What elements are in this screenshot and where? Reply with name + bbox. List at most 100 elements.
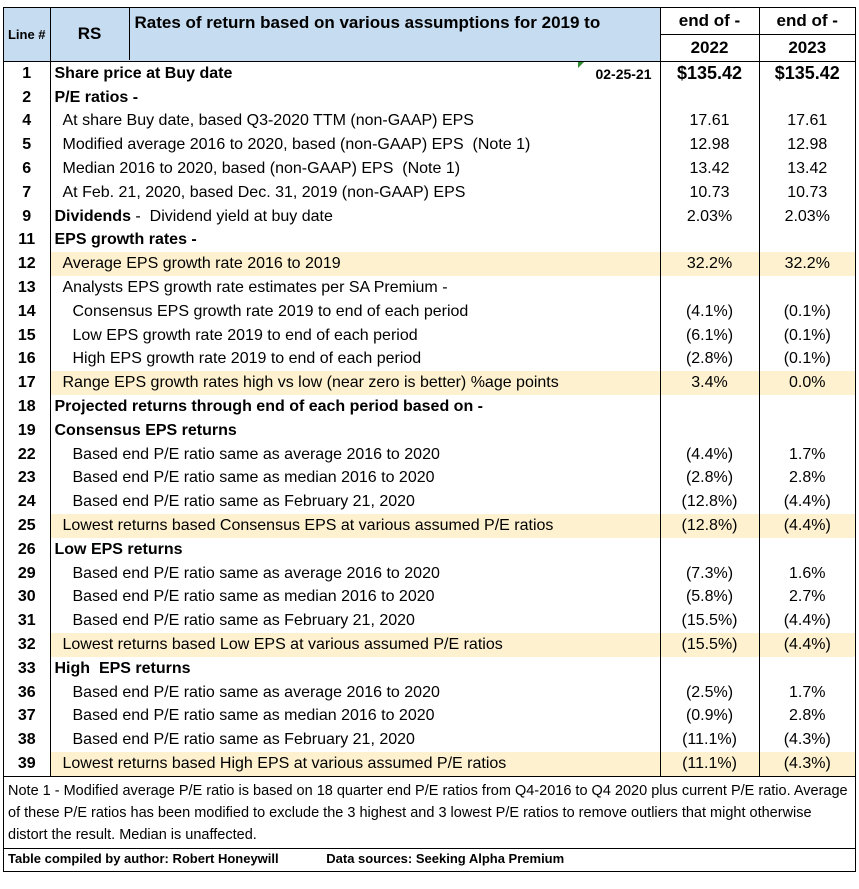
row-description: Modified average 2016 to 2020, based (no… bbox=[50, 133, 661, 158]
value-2023: 0.0% bbox=[759, 371, 855, 396]
line-number: 11 bbox=[4, 228, 51, 253]
row-description-text: Consensus EPS growth rate 2019 to end of… bbox=[72, 302, 469, 320]
table-row: 31 Based end P/E ratio same as February 2… bbox=[4, 609, 855, 634]
table-row: 6 Median 2016 to 2020, based (non-GAAP) E… bbox=[4, 157, 855, 181]
table-row: 19 Consensus EPS returns bbox=[4, 418, 855, 443]
table-row: 14 Consensus EPS growth rate 2019 to end … bbox=[4, 299, 855, 324]
row-description-text: Modified average 2016 to 2020, based (no… bbox=[62, 136, 531, 154]
value-2022: (2.8%) bbox=[660, 466, 760, 491]
row-description: Average EPS growth rate 2016 to 2019 bbox=[50, 252, 661, 277]
line-number: 33 bbox=[4, 656, 51, 681]
value-2023: (0.1%) bbox=[783, 326, 831, 344]
row-description-text: Based end P/E ratio same as February 21,… bbox=[72, 493, 415, 511]
table-row: 12 Average EPS growth rate 2016 to 2019 32… bbox=[4, 252, 855, 277]
table-row: 22 Based end P/E ratio same as average 20… bbox=[4, 442, 855, 467]
row-description-text: Based end P/E ratio same as average 2016… bbox=[72, 683, 440, 701]
value-2022: 2.03% bbox=[660, 204, 760, 229]
row-description: Based end P/E ratio same as median 2016 … bbox=[50, 466, 661, 491]
value-2023: 12.98 bbox=[787, 136, 828, 154]
table-row: 13 Analysts EPS growth rate estimates per… bbox=[4, 276, 855, 300]
value-2022 bbox=[660, 656, 760, 681]
value-2023: 1.6% bbox=[789, 564, 826, 582]
row-description-text: Low EPS growth rate 2019 to end of each … bbox=[72, 326, 418, 344]
table-row: 23 Based end P/E ratio same as median 201… bbox=[4, 466, 855, 491]
value-2022 bbox=[660, 395, 760, 419]
line-number: 1 bbox=[4, 61, 51, 86]
title-cell: RS Rates of return based on various assu… bbox=[50, 8, 661, 62]
value-2023 bbox=[759, 538, 855, 562]
line-number: 37 bbox=[4, 704, 51, 729]
row-description: Based end P/E ratio same as median 2016 … bbox=[50, 704, 661, 729]
value-2022: 12.98 bbox=[660, 133, 760, 158]
table-row: 5 Modified average 2016 to 2020, based (n… bbox=[4, 133, 855, 158]
row-description: Based end P/E ratio same as average 2016… bbox=[50, 561, 661, 586]
value-2023: 2.7% bbox=[789, 588, 826, 606]
table-row: 9 Dividends - Dividend yield at buy date 2… bbox=[4, 204, 855, 229]
value-2022 bbox=[660, 276, 760, 300]
value-2023: 13.42 bbox=[787, 160, 828, 178]
table-row: 11 EPS growth rates - bbox=[4, 228, 855, 253]
value-2023: (4.4%) bbox=[783, 612, 831, 630]
table-row: 18 Projected returns through end of each … bbox=[4, 395, 855, 419]
line-number: 15 bbox=[4, 323, 51, 348]
row-description: Based end P/E ratio same as average 2016… bbox=[50, 442, 661, 467]
value-2022: 13.42 bbox=[660, 157, 760, 181]
row-description: Low EPS growth rate 2019 to end of each … bbox=[50, 323, 661, 348]
row-description: Based end P/E ratio same as February 21,… bbox=[50, 728, 661, 753]
value-2022 bbox=[660, 228, 760, 253]
line-number: 22 bbox=[4, 442, 51, 467]
line-number: 39 bbox=[4, 752, 51, 776]
data-sources: Data sources: Seeking Alpha Premium bbox=[326, 850, 565, 866]
line-number: 30 bbox=[4, 585, 51, 610]
line-number: 23 bbox=[4, 466, 51, 491]
row-description-text: Share price at Buy date bbox=[54, 64, 233, 82]
value-2022: (12.8%) bbox=[660, 490, 760, 515]
table-row: 36 Based end P/E ratio same as average 20… bbox=[4, 680, 855, 705]
row-description-bold: Dividends bbox=[54, 207, 131, 225]
line-number: 29 bbox=[4, 561, 51, 586]
line-number: 38 bbox=[4, 728, 51, 753]
row-description: Dividends - Dividend yield at buy date bbox=[50, 204, 661, 229]
footnote: Note 1 - Modified average P/E ratio is b… bbox=[4, 775, 855, 848]
value-2022: (4.4%) bbox=[660, 442, 760, 467]
table-title: Rates of return based on various assumpt… bbox=[134, 13, 601, 32]
value-2022: (5.8%) bbox=[660, 585, 760, 610]
row-description-text: Based end P/E ratio same as average 2016… bbox=[72, 445, 440, 463]
value-2023: 17.61 bbox=[787, 112, 828, 130]
row-description: At Feb. 21, 2020, based Dec. 31, 2019 (n… bbox=[50, 180, 661, 205]
value-2022: 10.73 bbox=[660, 180, 760, 205]
value-2023: 2.8% bbox=[789, 469, 826, 487]
line-number: 18 bbox=[4, 395, 51, 419]
line-number: 12 bbox=[4, 252, 51, 277]
line-number: 26 bbox=[4, 537, 51, 562]
buy-date: 02-25-21 bbox=[595, 66, 652, 82]
row-description-text: Projected returns through end of each pe… bbox=[54, 398, 484, 416]
line-number: 25 bbox=[4, 514, 51, 538]
table-row: 25 Lowest returns based Consensus EPS at … bbox=[4, 514, 855, 538]
value-2023: 1.7% bbox=[789, 445, 826, 463]
row-description-text: Based end P/E ratio same as median 2016 … bbox=[72, 588, 435, 606]
value-2022: (2.5%) bbox=[660, 680, 760, 705]
row-description-text: Median 2016 to 2020, based (non-GAAP) EP… bbox=[62, 160, 461, 178]
row-description-text: Based end P/E ratio same as average 2016… bbox=[72, 564, 440, 582]
row-description-text: Average EPS growth rate 2016 to 2019 bbox=[62, 255, 341, 273]
table-row: 2 P/E ratios - bbox=[4, 85, 855, 110]
line-number-header: Line # bbox=[4, 8, 51, 62]
value-2023: 2.8% bbox=[789, 707, 826, 725]
row-description-text: At Feb. 21, 2020, based Dec. 31, 2019 (n… bbox=[62, 183, 466, 201]
col2-header-top: end of - bbox=[758, 8, 855, 35]
row-description-text: Lowest returns based High EPS at various… bbox=[62, 755, 507, 772]
value-2022: $135.42 bbox=[660, 61, 760, 86]
line-number: 36 bbox=[4, 680, 51, 705]
col2-header-year: 2023 bbox=[758, 34, 855, 62]
table-row: 29 Based end P/E ratio same as average 20… bbox=[4, 561, 855, 586]
value-2022 bbox=[660, 418, 760, 443]
value-2023: (4.4%) bbox=[759, 633, 855, 657]
rs-label: RS bbox=[51, 8, 130, 60]
table-row: 16 High EPS growth rate 2019 to end of ea… bbox=[4, 347, 855, 372]
table-row: 15 Low EPS growth rate 2019 to end of eac… bbox=[4, 323, 855, 348]
value-2023: 10.73 bbox=[787, 183, 828, 201]
row-description-text: P/E ratios - bbox=[54, 88, 139, 106]
col1-header-top: end of - bbox=[659, 8, 759, 35]
line-number: 13 bbox=[4, 276, 51, 300]
